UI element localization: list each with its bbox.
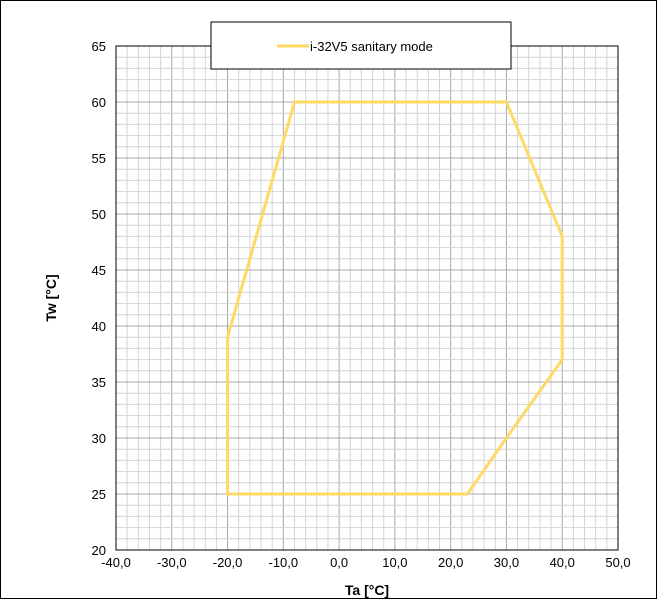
y-tick-label: 50 — [92, 207, 106, 222]
series-line-0 — [226, 100, 564, 496]
y-tick-label: 35 — [92, 375, 106, 390]
y-tick-label: 20 — [92, 543, 106, 558]
x-tick-label: 10,0 — [382, 555, 407, 570]
x-tick-label: -30,0 — [157, 555, 187, 570]
grid — [115, 45, 619, 551]
x-tick-label: 20,0 — [438, 555, 463, 570]
x-tick-label: 0,0 — [330, 555, 348, 570]
plot-area-border — [115, 45, 619, 551]
legend-box — [210, 21, 512, 70]
y-tick-label: 45 — [92, 263, 106, 278]
series-layer — [226, 100, 564, 496]
y-tick-label: 65 — [92, 39, 106, 54]
legend-label: i-32V5 sanitary mode — [310, 39, 433, 54]
x-tick-label: -20,0 — [213, 555, 243, 570]
x-axis-title: Ta [°C] — [345, 582, 389, 598]
y-tick-label: 25 — [92, 487, 106, 502]
x-tick-label: -10,0 — [269, 555, 299, 570]
x-tick-label: 30,0 — [494, 555, 519, 570]
x-tick-label: 50,0 — [605, 555, 630, 570]
x-tick-labels: -40,0 -30,0 -20,0 -10,0 0,0 10,0 20,0 30,0 40,0 5… — [101, 555, 630, 570]
y-axis-title: Tw [°C] — [43, 274, 59, 321]
y-tick-labels: 20 25 30 35 40 45 50 55 60 65 — [92, 39, 106, 558]
x-tick-label: -40,0 — [101, 555, 131, 570]
x-tick-label: 40,0 — [550, 555, 575, 570]
y-tick-label: 60 — [92, 95, 106, 110]
y-tick-label: 40 — [92, 319, 106, 334]
y-tick-label: 55 — [92, 151, 106, 166]
y-tick-label: 30 — [92, 431, 106, 446]
legend: i-32V5 sanitary mode — [210, 21, 512, 70]
